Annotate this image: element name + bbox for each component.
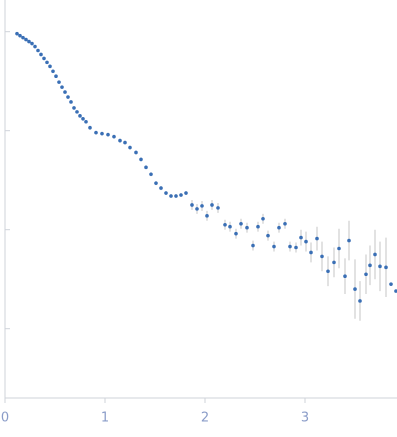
data-point xyxy=(378,264,382,269)
data-point xyxy=(343,274,347,279)
data-point xyxy=(54,74,58,79)
data-point xyxy=(51,69,55,74)
data-point xyxy=(389,282,393,286)
data-point xyxy=(315,236,319,241)
data-point xyxy=(245,225,249,230)
data-point xyxy=(154,181,158,185)
x-tick-label: 3 xyxy=(301,411,309,426)
data-point xyxy=(100,131,104,136)
data-point xyxy=(326,269,330,274)
data-point xyxy=(234,231,238,236)
data-point xyxy=(36,48,40,53)
data-point xyxy=(81,117,85,121)
data-point xyxy=(239,221,243,226)
data-point xyxy=(216,206,220,210)
data-point xyxy=(69,100,73,104)
data-point xyxy=(266,233,270,238)
x-tick-label: 2 xyxy=(201,411,209,426)
data-point xyxy=(106,132,110,137)
data-point xyxy=(184,191,188,195)
data-point xyxy=(353,287,357,291)
data-point xyxy=(21,35,25,40)
data-point xyxy=(66,95,70,99)
data-point xyxy=(144,165,148,170)
data-point xyxy=(304,239,308,244)
data-point xyxy=(164,191,168,195)
data-point xyxy=(320,254,324,259)
data-point xyxy=(358,299,362,303)
data-point xyxy=(337,246,341,251)
data-point xyxy=(294,245,298,250)
data-point xyxy=(15,31,19,36)
data-point xyxy=(384,265,388,270)
data-point xyxy=(45,60,49,65)
data-point xyxy=(272,244,276,249)
data-point xyxy=(309,250,313,255)
data-point xyxy=(94,130,98,135)
data-point xyxy=(27,39,31,44)
data-point xyxy=(261,217,265,221)
data-point xyxy=(123,140,127,145)
data-point xyxy=(128,145,132,150)
data-point xyxy=(24,37,28,42)
data-point xyxy=(139,157,143,162)
data-point xyxy=(332,260,336,265)
data-point xyxy=(368,263,372,268)
data-point xyxy=(373,252,377,257)
data-point xyxy=(288,244,292,249)
data-point xyxy=(48,64,52,69)
data-point xyxy=(174,194,178,198)
data-point xyxy=(63,90,67,94)
data-point xyxy=(112,134,116,139)
data-point xyxy=(394,289,397,293)
data-point xyxy=(18,33,22,38)
data-point xyxy=(190,203,194,207)
x-tick-label: 0 xyxy=(1,411,9,426)
data-point xyxy=(223,222,227,227)
data-point xyxy=(283,221,287,226)
data-point xyxy=(72,106,76,110)
data-point xyxy=(205,214,209,218)
data-point xyxy=(299,235,303,240)
data-point xyxy=(251,243,255,248)
data-point xyxy=(88,125,92,130)
data-point xyxy=(195,207,199,211)
data-point xyxy=(364,272,368,277)
data-point xyxy=(149,172,153,177)
data-point xyxy=(256,224,260,229)
data-point xyxy=(179,193,183,197)
data-point xyxy=(42,56,46,61)
data-point xyxy=(228,224,232,229)
data-point xyxy=(134,150,138,155)
data-point xyxy=(78,114,82,118)
data-point xyxy=(60,85,64,89)
data-point xyxy=(39,52,43,57)
data-point xyxy=(169,194,173,198)
data-point xyxy=(75,110,79,114)
data-point xyxy=(30,41,34,46)
data-point xyxy=(84,119,88,124)
data-point xyxy=(57,80,61,84)
data-point xyxy=(347,238,351,243)
data-point xyxy=(33,44,37,49)
x-tick-label: 1 xyxy=(101,411,109,426)
data-point xyxy=(118,138,122,143)
data-point xyxy=(277,225,281,230)
data-point xyxy=(159,186,163,190)
data-point xyxy=(200,204,204,208)
data-point xyxy=(210,203,214,207)
